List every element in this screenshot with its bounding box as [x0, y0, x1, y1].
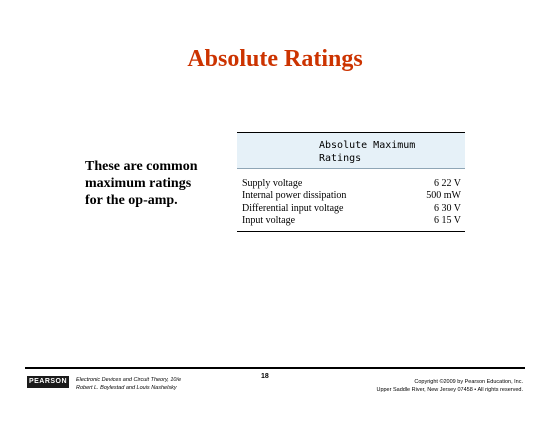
table-row: Differential input voltage 6 30 V [237, 202, 465, 215]
row-parameter: Internal power dissipation [242, 190, 347, 202]
copyright-line: Copyright ©2009 by Pearson Education, In… [414, 379, 523, 385]
page-number: 18 [261, 373, 269, 380]
body-text: These are common maximum ratings for the… [85, 158, 215, 209]
table-header-line: Ratings [319, 153, 362, 164]
row-value: 500 mW [426, 190, 461, 202]
body-line: for the op-amp. [85, 193, 178, 208]
row-value: 6 22 V [433, 177, 461, 189]
body-line: These are common [85, 159, 198, 174]
table-header: Absolute Maximum Ratings [237, 133, 465, 169]
footer-copyright: Copyright ©2009 by Pearson Education, In… [376, 378, 523, 394]
book-authors: Robert L. Boylestad and Louis Nashelsky [76, 385, 177, 391]
footer-divider [25, 367, 525, 369]
table-row: Input voltage 6 15 V [237, 215, 465, 228]
footer-book-info: Electronic Devices and Circuit Theory, 1… [76, 376, 181, 392]
row-parameter: Input voltage [242, 215, 296, 227]
row-value: 6 30 V [433, 202, 461, 214]
row-value: 6 15 V [433, 215, 461, 227]
table-row: Supply voltage 6 22 V [237, 177, 465, 190]
book-title: Electronic Devices and Circuit Theory, 1… [76, 377, 182, 383]
pearson-logo: PEARSON [27, 376, 69, 388]
row-parameter: Supply voltage [242, 177, 303, 189]
table-header-line: Absolute Maximum [319, 140, 416, 151]
slide-title: Absolute Ratings [187, 46, 363, 72]
row-parameter: Differential input voltage [242, 202, 344, 214]
body-line: maximum ratings [85, 176, 192, 191]
ratings-table: Absolute Maximum Ratings Supply voltage … [237, 132, 465, 232]
address-line: Upper Saddle River, New Jersey 07458 • A… [376, 387, 523, 393]
table-body: Supply voltage 6 22 V Internal power dis… [237, 169, 465, 231]
table-row: Internal power dissipation 500 mW [237, 190, 465, 203]
